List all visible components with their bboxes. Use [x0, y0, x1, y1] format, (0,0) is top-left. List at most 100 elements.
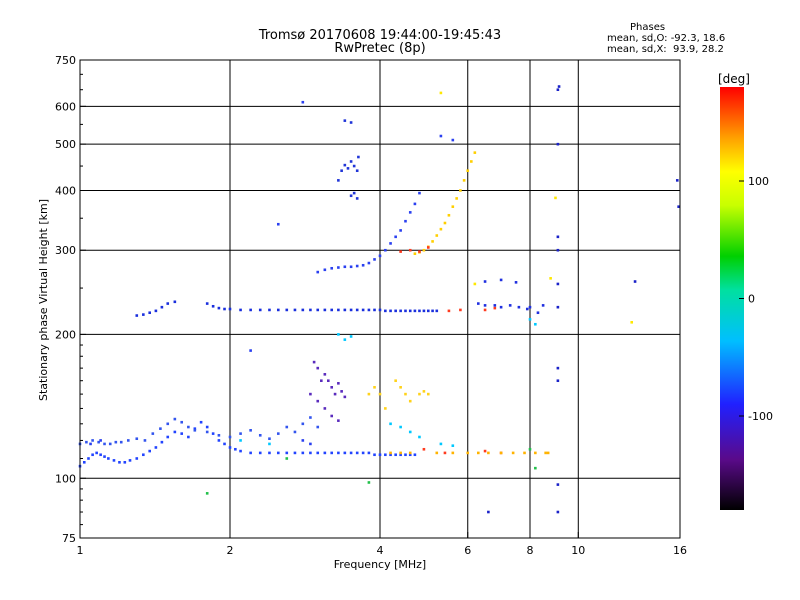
data-point [536, 311, 540, 315]
data-point [413, 252, 417, 256]
data-point [301, 100, 305, 104]
data-point [217, 306, 221, 310]
data-point [249, 451, 252, 455]
data-point [228, 446, 232, 449]
data-point [205, 492, 209, 495]
data-point [355, 264, 359, 268]
data-point [343, 451, 347, 455]
data-point [493, 306, 497, 310]
data-point [544, 451, 547, 455]
data-point [346, 167, 350, 170]
data-point [337, 451, 340, 455]
data-point [556, 248, 560, 252]
data-point [330, 266, 334, 270]
data-point [477, 451, 480, 455]
data-point [556, 142, 560, 146]
data-point [166, 435, 170, 439]
data-point [285, 308, 289, 312]
data-point [285, 457, 289, 460]
chart-subtitle: RwPretec (8p) [334, 41, 426, 56]
data-point [439, 227, 443, 231]
data-point [389, 451, 392, 455]
data-point [447, 213, 451, 217]
data-point [337, 333, 340, 336]
data-point [142, 453, 145, 457]
data-point [323, 373, 327, 376]
y-tick-label: 600 [55, 100, 76, 113]
data-point [408, 399, 412, 403]
data-point [349, 121, 353, 124]
chart-title: Tromsø 20170608 19:44:00-19:45:43 [258, 28, 502, 43]
data-point [426, 392, 430, 396]
y-tick-label: 75 [62, 532, 76, 545]
data-point [487, 510, 490, 514]
data-point [112, 459, 116, 462]
data-point [418, 250, 421, 253]
data-point [408, 451, 412, 455]
data-point [443, 221, 447, 225]
data-point [373, 308, 376, 312]
data-point [349, 308, 353, 312]
data-point [249, 308, 252, 312]
colorbar-tick-label: -100 [748, 410, 773, 423]
data-point [316, 366, 320, 370]
data-point [451, 138, 455, 142]
data-point [340, 169, 343, 173]
data-point [477, 302, 480, 305]
data-point [355, 451, 359, 455]
data-point [483, 449, 487, 453]
data-point [228, 307, 232, 311]
data-point [173, 430, 177, 434]
phase-stats-heading: Phases [630, 22, 666, 33]
data-point [447, 309, 451, 313]
data-point [399, 453, 402, 457]
data-point [114, 440, 118, 444]
data-point [394, 235, 397, 239]
data-point [187, 425, 190, 429]
data-point [384, 248, 387, 252]
data-point [323, 407, 327, 410]
data-point [239, 449, 242, 453]
data-point [361, 308, 365, 312]
data-point [154, 309, 158, 313]
data-point [404, 392, 407, 396]
colorbar-tick-label: 0 [748, 293, 755, 306]
data-point [193, 429, 197, 432]
data-point [239, 439, 242, 442]
data-point [143, 439, 147, 442]
data-point [355, 169, 359, 173]
data-point [223, 442, 226, 446]
data-point [276, 432, 280, 435]
data-point [205, 430, 209, 434]
data-point [159, 427, 162, 430]
data-point [276, 308, 280, 312]
data-point [367, 481, 371, 484]
data-point [399, 451, 402, 455]
data-point [549, 277, 552, 280]
data-point [443, 451, 447, 455]
data-point [309, 451, 312, 455]
data-point [408, 211, 412, 214]
data-point [330, 451, 334, 455]
data-point [534, 322, 537, 326]
data-point [556, 483, 560, 486]
data-point [422, 447, 426, 451]
data-point [312, 360, 316, 364]
data-point [367, 451, 371, 455]
data-point [408, 309, 412, 313]
data-point [148, 449, 152, 453]
data-point [330, 308, 334, 312]
data-point [511, 451, 515, 455]
colorbar-tick-label: 100 [748, 175, 769, 188]
data-point [82, 461, 86, 464]
data-point [418, 392, 421, 396]
data-point [455, 197, 458, 200]
data-point [399, 386, 402, 389]
data-point [249, 349, 252, 352]
data-point [119, 440, 123, 444]
y-tick-label: 100 [55, 472, 76, 485]
data-point [466, 169, 470, 173]
data-point [293, 430, 297, 434]
data-point [439, 134, 443, 138]
data-point [217, 439, 221, 442]
